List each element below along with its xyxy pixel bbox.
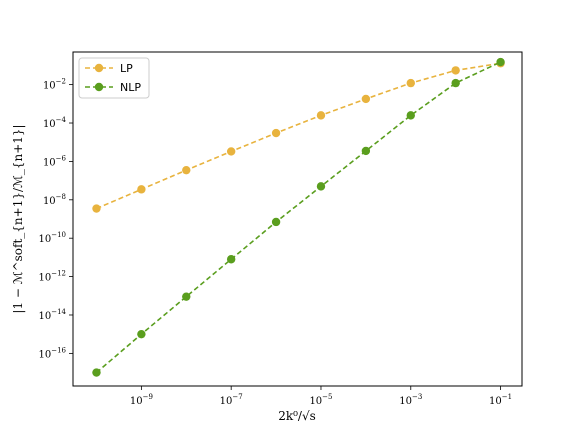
data-point-lp	[271, 128, 281, 138]
y-tick-label: 10−16	[38, 346, 66, 360]
y-tick-label: 10−10	[38, 231, 66, 245]
data-point-nlp	[496, 57, 505, 67]
plot-area	[72, 51, 523, 387]
y-tick-label: 10−14	[38, 308, 66, 322]
y-axis-label: |1 − ℳ^soft_{n+1}/ℳ_{n+1}|	[11, 124, 25, 313]
data-point-lp	[316, 111, 326, 120]
legend-label: LP	[120, 62, 133, 75]
data-point-lp	[137, 185, 146, 194]
x-tick-label: 10−7	[220, 393, 243, 407]
data-point-lp	[92, 204, 101, 213]
x-tick-label: 10−3	[399, 393, 422, 407]
x-axis-ticks: 10−9 10−7 10−5 10−3 10−1	[130, 386, 512, 407]
data-point-nlp	[316, 182, 326, 191]
data-point-lp	[451, 66, 460, 75]
y-tick-label: 10−2	[43, 78, 66, 92]
series-line-nlp	[95, 61, 501, 374]
y-tick-label: 10−12	[38, 270, 66, 284]
series-layer	[92, 57, 505, 377]
legend: LP NLP	[78, 57, 150, 99]
data-point-lp	[182, 165, 191, 175]
data-point-nlp	[137, 329, 146, 339]
y-axis-ticks: 10−16 10−14 10−12 10−10 10−8 10−6 10−4 10−2	[38, 78, 73, 360]
data-point-nlp	[406, 111, 415, 120]
x-tick-label: 10−5	[309, 393, 332, 407]
x-tick-label: 10−9	[130, 393, 153, 407]
series-line-lp	[96, 62, 501, 210]
data-point-nlp	[182, 292, 191, 301]
y-tick-label: 10−4	[43, 116, 67, 130]
data-point-nlp	[271, 217, 281, 227]
data-point-nlp	[226, 255, 236, 264]
y-tick-label: 10−8	[43, 193, 66, 207]
data-point-lp	[361, 94, 371, 104]
y-tick-label: 10−6	[43, 154, 67, 168]
data-point-nlp	[361, 146, 371, 156]
data-point-lp	[406, 78, 415, 88]
data-point-lp	[226, 147, 236, 156]
legend-swatch-marker	[94, 82, 104, 92]
legend-label: NLP	[120, 81, 141, 94]
legend-swatch-marker	[94, 63, 104, 73]
data-point-nlp	[92, 368, 101, 377]
data-point-nlp	[451, 78, 460, 88]
x-tick-label: 10−1	[489, 393, 512, 407]
x-axis-label: 2k⁰/√s	[278, 409, 316, 423]
